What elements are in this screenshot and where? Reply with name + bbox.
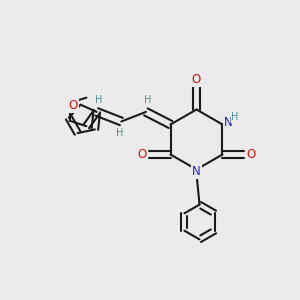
Text: H: H	[144, 95, 151, 106]
Text: O: O	[192, 73, 201, 86]
Text: H: H	[231, 112, 239, 122]
Text: H: H	[94, 95, 102, 106]
Text: O: O	[137, 148, 146, 161]
Text: O: O	[69, 99, 78, 112]
Text: O: O	[247, 148, 256, 161]
Text: N: N	[224, 116, 232, 129]
Text: H: H	[116, 128, 124, 138]
Text: N: N	[192, 165, 201, 178]
